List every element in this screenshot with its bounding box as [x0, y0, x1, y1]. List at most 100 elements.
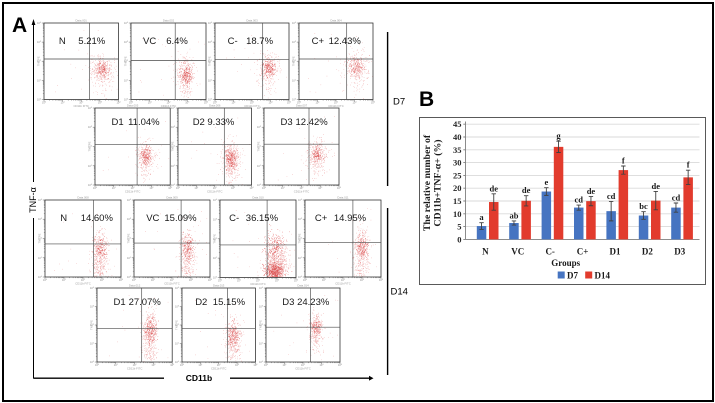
svg-text:100: 100	[175, 360, 180, 364]
svg-text:g: g	[556, 130, 561, 140]
svg-text:Data.004: Data.004	[331, 18, 343, 22]
svg-text:104: 104	[371, 100, 376, 104]
svg-text:D14: D14	[391, 287, 408, 298]
svg-text:TNF PE: TNF PE	[256, 141, 260, 151]
svg-text:f: f	[621, 155, 624, 165]
svg-text:101: 101	[298, 256, 303, 260]
svg-text:101: 101	[151, 278, 156, 282]
svg-text:C-: C-	[545, 246, 555, 256]
svg-text:102: 102	[123, 59, 128, 63]
svg-text:TNF PE: TNF PE	[207, 56, 211, 66]
svg-text:101: 101	[292, 78, 297, 82]
svg-text:CD11b+TNF-α+ (%): CD11b+TNF-α+ (%)	[432, 139, 443, 226]
svg-text:104: 104	[298, 198, 303, 202]
svg-text:C+: C+	[312, 36, 325, 47]
svg-text:101: 101	[195, 186, 200, 190]
svg-text:ab: ab	[509, 210, 518, 220]
svg-text:C-: C-	[229, 213, 239, 224]
svg-text:100: 100	[298, 275, 303, 279]
svg-text:TNF PE: TNF PE	[89, 320, 93, 330]
svg-text:de: de	[489, 183, 498, 193]
svg-text:103: 103	[319, 363, 324, 367]
svg-text:D1: D1	[112, 117, 124, 128]
svg-text:102: 102	[299, 186, 304, 190]
svg-text:CD11b FITC: CD11b FITC	[125, 190, 141, 194]
svg-text:101: 101	[37, 78, 42, 82]
svg-text:C-: C-	[228, 36, 238, 47]
svg-text:CD11b FITC: CD11b FITC	[328, 104, 344, 108]
svg-text:de: de	[521, 185, 530, 195]
svg-text:101: 101	[208, 78, 213, 82]
svg-text:TNF PE: TNF PE	[123, 56, 127, 66]
svg-text:Data.014: Data.014	[297, 284, 309, 288]
svg-text:104: 104	[257, 106, 262, 110]
svg-text:100: 100	[171, 183, 176, 187]
svg-text:104: 104	[208, 278, 213, 282]
svg-text:102: 102	[334, 100, 339, 104]
svg-text:12.42%: 12.42%	[296, 117, 329, 128]
svg-text:45: 45	[453, 119, 462, 129]
svg-text:101: 101	[171, 164, 176, 168]
svg-text:TNF PE: TNF PE	[258, 320, 262, 330]
svg-text:103: 103	[100, 278, 105, 282]
svg-text:TNF PE: TNF PE	[212, 234, 216, 244]
svg-text:Data.002: Data.002	[162, 18, 174, 22]
svg-text:101: 101	[198, 363, 203, 367]
svg-text:15.09%: 15.09%	[164, 213, 197, 224]
svg-text:D3: D3	[282, 297, 294, 308]
svg-text:104: 104	[203, 100, 208, 104]
svg-text:104: 104	[117, 100, 122, 104]
svg-text:103: 103	[175, 305, 180, 309]
svg-text:104: 104	[119, 278, 124, 282]
svg-text:102: 102	[256, 279, 261, 283]
svg-text:100: 100	[37, 97, 42, 101]
svg-text:103: 103	[38, 217, 43, 221]
svg-text:N: N	[60, 213, 67, 224]
svg-text:103: 103	[151, 363, 156, 367]
svg-text:11.04%: 11.04%	[128, 117, 160, 128]
svg-text:104: 104	[294, 279, 299, 283]
svg-text:5: 5	[457, 221, 461, 231]
svg-text:101: 101	[213, 256, 218, 260]
svg-text:14.60%: 14.60%	[81, 213, 114, 224]
svg-text:35: 35	[453, 144, 462, 154]
svg-text:104: 104	[171, 106, 176, 110]
svg-text:103: 103	[127, 217, 132, 221]
svg-text:104: 104	[287, 100, 292, 104]
svg-text:101: 101	[61, 100, 66, 104]
svg-text:103: 103	[213, 217, 218, 221]
svg-text:D3: D3	[281, 117, 293, 128]
svg-text:100: 100	[292, 97, 297, 101]
svg-text:Groups: Groups	[551, 257, 580, 267]
svg-text:103: 103	[123, 40, 128, 44]
svg-text:5.21%: 5.21%	[79, 36, 106, 47]
svg-text:15: 15	[453, 196, 462, 206]
svg-text:VC: VC	[511, 246, 524, 256]
svg-text:CD11b FITC: CD11b FITC	[244, 104, 260, 108]
svg-text:100: 100	[88, 183, 93, 187]
svg-text:D14: D14	[594, 270, 610, 280]
svg-text:104: 104	[338, 363, 343, 367]
svg-text:103: 103	[353, 100, 358, 104]
svg-text:bc: bc	[639, 201, 648, 211]
svg-text:102: 102	[166, 100, 171, 104]
svg-text:D3: D3	[674, 246, 685, 256]
svg-text:cd: cd	[671, 192, 680, 202]
svg-text:102: 102	[301, 363, 306, 367]
svg-text:CD11b FITC: CD11b FITC	[164, 282, 180, 286]
svg-text:102: 102	[171, 145, 176, 149]
svg-text:CD11b: CD11b	[186, 373, 212, 383]
svg-text:104: 104	[38, 198, 43, 202]
svg-text:101: 101	[257, 164, 262, 168]
svg-text:102: 102	[341, 278, 346, 282]
svg-text:de: de	[586, 186, 595, 196]
svg-text:D7: D7	[567, 270, 578, 280]
svg-text:102: 102	[127, 237, 132, 241]
svg-text:TNF PE: TNF PE	[87, 141, 91, 151]
svg-text:100: 100	[38, 275, 43, 279]
svg-text:104: 104	[123, 21, 128, 25]
svg-text:C+: C+	[576, 246, 588, 256]
svg-text:CD11b FITC: CD11b FITC	[295, 367, 311, 371]
svg-text:C+: C+	[315, 213, 328, 224]
svg-text:24.23%: 24.23%	[297, 297, 330, 308]
